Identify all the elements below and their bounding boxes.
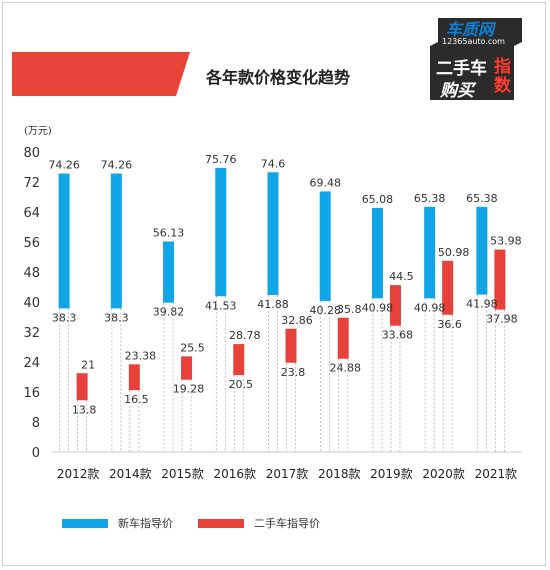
bar-used-car [76,373,88,401]
x-tick-label: 2015款 [161,467,204,481]
data-label-used-high: 50.98 [438,246,470,259]
logo-line-2: 购买 [440,81,474,101]
data-label-new-low: 40.98 [362,301,394,314]
data-label-new-low: 41.88 [257,298,289,311]
y-tick-label: 32 [23,326,40,341]
chart-subtitle: 各年款价格变化趋势 [206,68,351,87]
x-tick-label: 2014款 [109,467,152,481]
bar-new-car [476,206,488,295]
x-tick-label: 2016款 [214,467,257,481]
chart-frame [2,2,546,566]
data-label-new-high: 65.38 [414,192,446,205]
data-label-used-high: 23.38 [125,349,157,362]
data-label-used-low: 19.28 [173,383,205,396]
data-label-new-high: 74.26 [48,159,80,172]
logo-red-text: 指数 [494,57,511,96]
data-label-used-high: 53.98 [490,235,522,248]
data-label-new-low: 41.53 [205,299,237,312]
legend-label-new-car: 新车指导价 [118,517,173,530]
bar-new-car [58,173,70,309]
x-tick-label: 2019款 [370,467,413,481]
data-label-used-low: 33.68 [382,329,414,342]
data-label-new-high: 75.76 [205,153,237,166]
y-tick-label: 0 [32,446,40,461]
bar-used-car [233,344,245,376]
bar-new-car [424,206,436,299]
logo-url: 12365auto.com [442,37,505,46]
data-label-used-low: 16.5 [124,393,149,406]
data-label-used-low: 13.8 [72,403,97,416]
data-label-used-high: 28.78 [229,329,261,342]
logo-line-1: 二手车 [436,59,487,79]
bar-new-car [267,172,279,295]
data-label-used-low: 36.6 [437,318,462,331]
bar-used-car [128,364,140,391]
bar-new-car [163,241,175,303]
y-axis-unit-label: (万元) [24,126,52,137]
data-label-used-high: 35.8 [337,303,362,316]
data-label-used-high: 32.86 [281,314,313,327]
y-tick-label: 48 [23,266,40,281]
bar-used-car [181,356,193,380]
data-label-used-low: 20.5 [229,378,254,391]
y-tick-label: 40 [23,296,40,311]
data-label-new-low: 39.82 [153,306,185,319]
title-tag-background [12,52,190,96]
data-label-new-low: 40.98 [414,301,446,314]
data-label-new-low: 38.3 [52,311,77,324]
legend-swatch-new-car [62,519,108,528]
data-label-new-high: 74.6 [261,157,286,170]
data-label-used-low: 23.8 [281,366,306,379]
x-tick-label: 2017款 [266,467,309,481]
bar-used-car [494,249,506,310]
data-label-new-high: 74.26 [101,159,133,172]
bar-new-car [319,191,331,301]
x-tick-label: 2018款 [318,467,361,481]
header: 市场价格分析 各年款价格变化趋势 车质网 12365auto.com 二手车 购… [0,0,550,110]
bar-new-car [110,173,122,309]
data-label-used-low: 24.88 [329,362,361,375]
logo-badge [430,18,522,100]
x-tick-label: 2021款 [475,467,518,481]
bar-used-car [389,285,401,326]
x-tick-label: 2020款 [422,467,465,481]
bar-new-car [215,167,227,297]
bar-used-car [285,328,297,363]
y-tick-label: 64 [23,206,40,221]
title-tag: 市场价格分析 [14,12,140,36]
data-label-new-high: 65.38 [466,192,498,205]
data-label-used-low: 37.98 [486,313,518,326]
data-label-new-high: 65.08 [362,193,394,206]
data-label-used-high: 44.5 [389,270,414,283]
y-tick-label: 56 [23,236,40,251]
bar-used-car [442,260,454,315]
y-tick-label: 16 [23,386,40,401]
bar-used-car [337,317,349,359]
data-label-new-high: 69.48 [309,176,341,189]
x-tick-label: 2012款 [57,467,100,481]
data-label-new-high: 56.13 [153,227,185,240]
legend-swatch-used-car [198,519,244,528]
data-label-used-high: 21 [81,358,95,371]
data-label-new-low: 38.3 [104,311,129,324]
legend-label-used-car: 二手车指导价 [254,517,320,530]
legend: 新车指导价 二手车指导价 [0,505,550,535]
data-label-used-high: 25.5 [180,341,205,354]
y-tick-label: 72 [23,176,40,191]
y-tick-label: 24 [23,356,40,371]
data-label-new-low: 40.28 [309,304,341,317]
y-tick-label: 8 [32,416,40,431]
y-tick-label: 80 [23,146,40,161]
bar-new-car [371,207,383,299]
data-label-new-low: 41.98 [466,298,498,311]
logo-brand: 车质网 [446,20,495,39]
